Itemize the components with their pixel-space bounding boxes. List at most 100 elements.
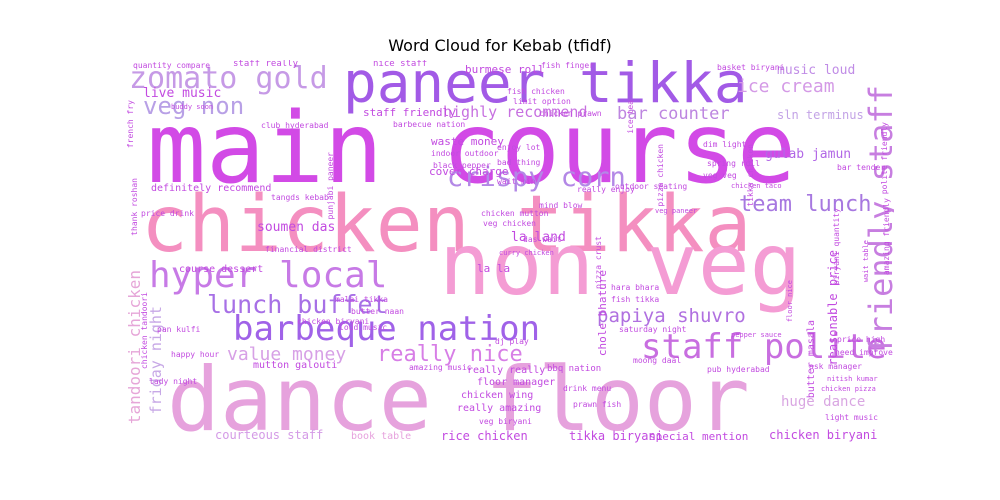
cloud-word: fish tikka [611,295,660,304]
cloud-word: really nice [377,342,523,367]
cloud-word: fish finger [541,61,594,70]
cloud-word: amazing friendly [882,198,891,276]
cloud-word: malai tikka [335,295,388,304]
cloud-word: really really [467,365,546,376]
cloud-word: spring roll [707,159,760,168]
cloud-word: veg chicken [483,219,536,228]
cloud-word: value money [227,344,347,365]
cloud-word: team lunch [739,192,872,217]
cloud-word: butter naan [351,307,404,316]
cloud-word: price high [837,335,886,344]
cloud-word: polite friendly [880,122,889,195]
cloud-word: outdoor seating [615,182,688,191]
cloud-word: lunch buffet [207,290,388,319]
cloud-word: bar counter [617,104,730,124]
cloud-word: loud music [339,323,388,332]
word-cloud: main course chicken tikka dance floor non v… [127,60,894,444]
cloud-word: black pepper [433,161,491,170]
cloud-word: ice tea [626,100,635,134]
cloud-word: wait min [497,177,536,186]
chart-title: Word Cloud for Kebab (tfidf) [388,36,612,55]
cloud-word: chicken tikka [141,180,752,270]
cloud-word: pub hyderabad [707,365,770,374]
cloud-word: buddy soon [171,103,214,111]
cloud-word: course dessert [179,264,264,275]
cloud-word: bad thing [497,158,541,167]
cloud-word: book table [351,431,412,442]
cloud-word: wait table [862,240,870,283]
cloud-word: ice cream [737,76,835,97]
cloud-word: saturday night [619,325,687,334]
cloud-word: ask manager [809,362,862,371]
cloud-word: tangds kebab [271,193,329,202]
cloud-word: pizza crust [594,236,603,289]
cloud-word: mutton galouti [253,360,338,371]
cloud-word: veg non [143,92,245,120]
cloud-word: burmese roll [465,63,545,76]
cloud-word: club hyderabad [261,121,329,130]
cloud-word: das wait [523,235,562,244]
cloud-word: veg veg [703,171,737,180]
cloud-word: happy hour [171,350,220,359]
cloud-word: cover charge [429,165,509,178]
cloud-word: dj play [495,337,529,346]
cloud-word: staff friendly [363,106,456,119]
cloud-word: pan kulfi [157,325,201,334]
cloud-word: amazing music [409,363,472,372]
cloud-word: thank roshan [130,178,139,236]
cloud-word: rice chicken [441,429,528,443]
cloud-word: soumen das [257,220,336,235]
cloud-word: enjoy lot [497,143,541,152]
cloud-word: veg paneer [655,207,698,215]
cloud-word: dim light [703,140,747,149]
cloud-word: gulab jamun [765,147,852,162]
cloud-word: tikka chicken [746,144,755,207]
cloud-word: dance floor [167,348,750,444]
cloud-word: basket biryani [717,63,785,72]
cloud-word: pizza chicken [656,144,665,207]
cloud-word: moong daal [633,356,682,365]
cloud-word: mind blow [539,201,583,210]
cloud-word: chicken prawn [539,109,602,118]
cloud-word: live music [143,86,222,101]
cloud-word: really amazing [457,403,542,414]
cloud-word: light music [825,413,878,422]
cloud-word: biryani quantity [832,208,841,286]
cloud-word: waste money [431,135,504,148]
cloud-word: friday night [147,306,165,415]
cloud-word: chicken taco [731,182,782,190]
cloud-word: need improve [835,348,893,357]
cloud-word: veg biryani [479,417,532,426]
cloud-word: indoor outdoor [431,149,499,158]
cloud-word: chicken tandoori [140,292,149,370]
cloud-word: floor nice [786,280,794,323]
cloud-word: sln terminus [777,108,864,122]
cloud-word: curry chicken [499,249,554,257]
cloud-word: really enjoy [577,185,635,194]
cloud-word: barbeque nation [233,309,541,349]
cloud-word: prawn fish [573,400,622,409]
cloud-word: paneer tikka [343,60,748,116]
cloud-word: pepper sauce [731,331,782,339]
cloud-word: staff polite [641,327,887,367]
cloud-word: non veg [439,215,802,315]
cloud-word: la la [477,262,511,275]
cloud-word: drink menu [563,384,612,393]
cloud-word: french fry [127,100,135,149]
cloud-word: highly recommend [443,103,588,121]
cloud-word: crispy corn [447,162,626,193]
cloud-word: special mention [649,430,749,443]
cloud-word: la land [511,230,566,245]
cloud-word: chicken mutton [481,209,549,218]
cloud-word: tikka biryani [569,429,663,443]
cloud-word: financial district [265,245,352,254]
cloud-word: price drink [141,209,194,218]
cloud-word: nitish kumar [827,375,878,383]
cloud-word: bbq nation [547,364,602,374]
cloud-word: staff really [233,60,299,69]
cloud-word: chicken biryani [297,317,370,326]
cloud-word: chicken biryani [769,428,878,442]
cloud-word: fish chicken [507,87,565,96]
cloud-word: butter masala [806,320,817,399]
cloud-word: main course [147,92,797,206]
